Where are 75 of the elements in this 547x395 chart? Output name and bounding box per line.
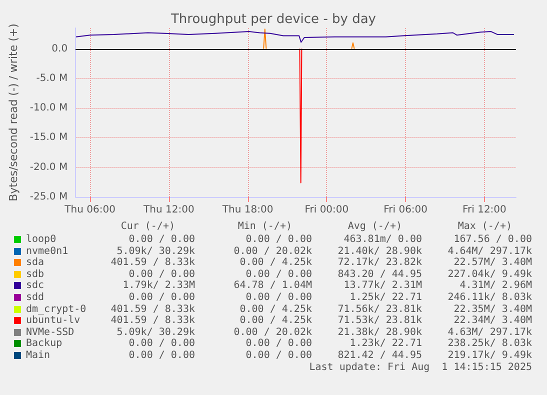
text: 0.00 / 0.00 (128, 234, 195, 245)
y-tick-label: -10.0 M (30, 102, 68, 114)
legend-label: nvme0n1 (26, 246, 68, 257)
legend-label: sdb (26, 268, 44, 280)
text: 0.00 / 0.00 (246, 268, 312, 280)
text: 821.42 / 44.95 (338, 350, 422, 361)
text: 21.40k/ 28.90k (338, 246, 422, 257)
x-tick-label: Fri 12:00 (462, 204, 506, 216)
y-tick-label: -5.0 M (36, 72, 68, 84)
text: 401.59 / 8.33k (110, 304, 195, 315)
text: 246.11k/ 8.03k (448, 292, 532, 303)
legend-label: Main (26, 350, 50, 362)
x-tick-label: Fri 06:00 (384, 204, 428, 216)
text: 0.00 / 0.00 (128, 268, 195, 280)
text: 72.17k/ 23.82k (338, 257, 422, 268)
text: 5.09k/ 30.29k (116, 246, 195, 257)
line-series (76, 31, 515, 43)
text: 0.00 / 4.25k (240, 257, 312, 268)
text: 22.34M/ 3.40M (454, 315, 532, 326)
text: 4.63M/ 297.17k (448, 326, 532, 338)
text: 219.17k/ 9.49k (448, 350, 532, 361)
text: 0.00 / 20.02k (234, 246, 312, 257)
text: 0.00 / 0.00 (128, 338, 195, 350)
text: 0.00 / 4.25k (240, 315, 312, 326)
text: Max (-/+) (458, 221, 512, 232)
x-tick-label: Thu 18:00 (221, 204, 274, 216)
text: 0.00 / 0.00 (128, 350, 195, 361)
legend-label: Backup (26, 338, 62, 350)
text: 0.00 / 0.00 (246, 234, 312, 245)
text: 401.59 / 8.33k (110, 315, 195, 326)
text: 13.77k/ 2.31M (344, 280, 422, 292)
text: 0.00 / 4.25k (240, 304, 312, 315)
text: Cur (-/+) (120, 221, 175, 232)
text: 227.04k/ 9.49k (448, 268, 532, 280)
x-tick-label: Thu 12:00 (142, 204, 194, 216)
text: 1.79k/ 2.33M (122, 280, 195, 292)
text: 0.00 / 20.02k (234, 326, 312, 338)
text: 5.09k/ 30.29k (116, 326, 195, 338)
text: 401.59 / 8.33k (110, 257, 195, 268)
legend-label: sdd (26, 292, 44, 304)
text: 843.20 / 44.95 (338, 268, 422, 280)
text: 21.38k/ 28.90k (338, 326, 422, 338)
text: 167.56 / 0.00 (454, 234, 532, 245)
text: 463.81m/ 0.00 (344, 234, 422, 245)
x-tick-label: Fri 00:00 (304, 204, 349, 216)
text: 22.57M/ 3.40M (454, 257, 532, 268)
y-tick-label: 0.0 (52, 43, 68, 54)
legend-label: sdc (26, 280, 44, 292)
text: 71.56k/ 23.81k (338, 304, 422, 315)
chart-title: Throughput per device - by day (170, 12, 376, 27)
text: 4.31M/ 2.96M (460, 280, 532, 292)
text: 22.35M/ 3.40M (454, 304, 532, 315)
text: 238.25k/ 8.03k (448, 338, 532, 350)
text: 1.25k/ 22.71 (350, 292, 422, 303)
x-tick-label: Thu 06:00 (64, 204, 116, 216)
legend-label: loop0 (26, 234, 56, 246)
text: 0.00 / 0.00 (246, 350, 312, 361)
text: 0.00 / 0.00 (246, 292, 312, 303)
text: 0.00 / 0.00 (128, 292, 195, 303)
text: 64.78 / 1.04M (234, 280, 312, 292)
y-tick-label: -15.0 M (30, 132, 68, 144)
legend-label: NVMe-SSD (26, 326, 74, 338)
text: 0.00 / 0.00 (246, 338, 312, 350)
text: 71.53k/ 23.81k (338, 315, 422, 326)
text: 1.23k/ 22.71 (350, 338, 422, 350)
text: Avg (-/+) (348, 221, 402, 232)
y-tick-label: -25.0 M (30, 192, 68, 202)
text: 4.64M/ 297.17k (448, 246, 532, 257)
text: Last update: Fri Aug 1 14:15:15 2025 (309, 362, 532, 373)
legend-label: dm_crypt-0 (26, 304, 86, 315)
legend-label: sda (26, 257, 44, 269)
y-axis-title: Bytes/second read (-) / write (+) (7, 24, 20, 202)
text: Min (-/+) (238, 221, 292, 232)
y-tick-label: -20.0 M (30, 162, 68, 173)
legend-label: ubuntu-lv (26, 315, 80, 328)
